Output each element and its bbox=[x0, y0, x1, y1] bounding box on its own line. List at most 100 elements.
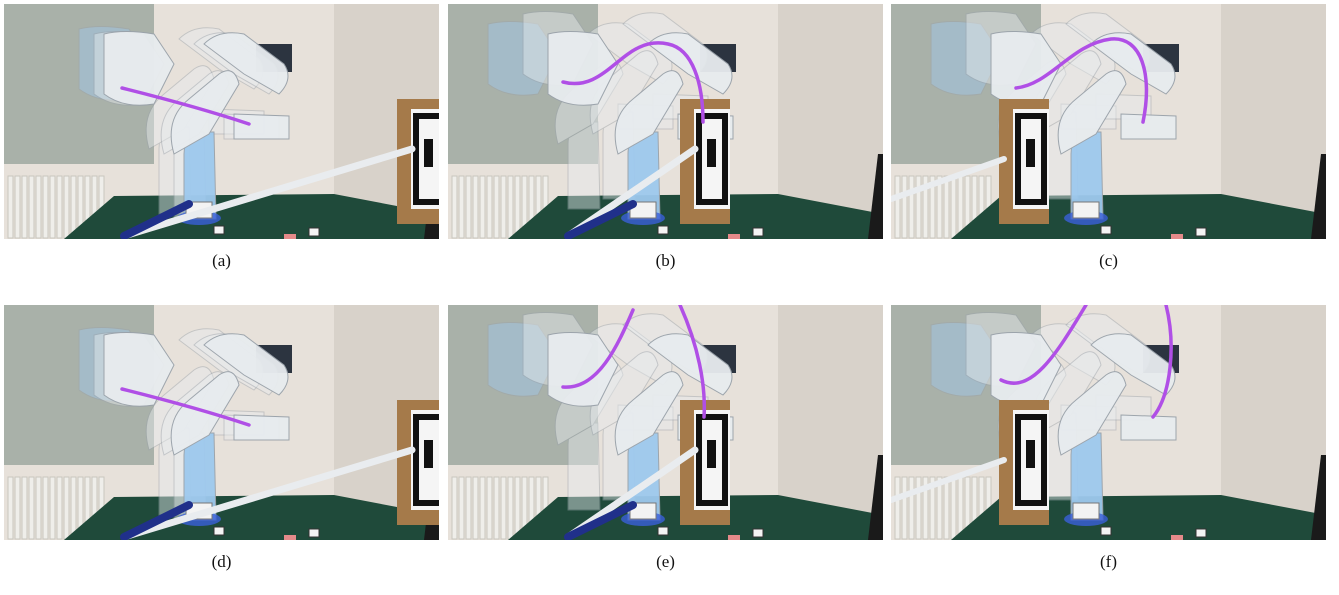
caption-f: (f) bbox=[1100, 552, 1117, 571]
radiator-fin bbox=[915, 476, 922, 540]
figure-row-bottom: (d) (e) (f) bbox=[4, 305, 1335, 595]
robot-link bbox=[1090, 32, 1176, 95]
radiator-fin bbox=[493, 175, 500, 239]
radiator-fin bbox=[70, 476, 77, 540]
robot-photo-e bbox=[448, 305, 883, 540]
table-marker bbox=[308, 528, 320, 538]
robot-link bbox=[589, 351, 659, 436]
aruco-pattern bbox=[413, 414, 439, 506]
radiator-fin bbox=[70, 175, 77, 239]
radiator-fin bbox=[929, 476, 936, 540]
radiator-fin bbox=[479, 175, 486, 239]
radiator-fin bbox=[936, 476, 943, 540]
table-marker bbox=[752, 528, 764, 538]
table-marker bbox=[1195, 227, 1207, 237]
robot-base bbox=[1072, 502, 1100, 520]
radiator-fin bbox=[49, 175, 56, 239]
radiator-fin bbox=[458, 175, 465, 239]
robot-link bbox=[233, 414, 290, 441]
radiator-fin bbox=[950, 476, 957, 540]
table-marker bbox=[1195, 528, 1207, 538]
robot-photo-d bbox=[4, 305, 439, 540]
tripod-stand bbox=[1311, 154, 1326, 239]
radiator-fin bbox=[21, 476, 28, 540]
aruco-pattern bbox=[1026, 440, 1035, 468]
robot-photo-a bbox=[4, 4, 439, 239]
table-marker bbox=[213, 526, 225, 536]
pointer-pole bbox=[891, 457, 1007, 503]
tripod-stand bbox=[1311, 455, 1326, 540]
robot-arm-pose bbox=[990, 332, 1177, 521]
radiator-fin bbox=[21, 175, 28, 239]
radiator bbox=[7, 175, 105, 239]
trajectory-curve bbox=[561, 41, 705, 124]
table-marker bbox=[1100, 526, 1112, 536]
radiator-fin bbox=[42, 476, 49, 540]
radiator-fin bbox=[894, 175, 901, 239]
table-marker bbox=[657, 526, 669, 536]
radiator-fin bbox=[7, 476, 14, 540]
robot-link bbox=[170, 70, 240, 155]
radiator-fin bbox=[56, 476, 63, 540]
radiator-fin bbox=[915, 175, 922, 239]
radiator-fin bbox=[908, 175, 915, 239]
radiator bbox=[894, 476, 992, 540]
radiator-fin bbox=[56, 175, 63, 239]
robot-link bbox=[233, 113, 290, 140]
radiator-fin bbox=[957, 476, 964, 540]
table-marker bbox=[213, 225, 225, 235]
aruco-pattern bbox=[696, 414, 728, 506]
table-marker bbox=[308, 227, 320, 237]
radiator-fin bbox=[514, 476, 521, 540]
pointer-pole-grip bbox=[564, 501, 637, 540]
radiator-fin bbox=[486, 175, 493, 239]
pointer-pole bbox=[120, 145, 416, 239]
robot-link bbox=[547, 31, 619, 106]
radiator-fin bbox=[957, 175, 964, 239]
radiator-fin bbox=[479, 476, 486, 540]
radiator-fin bbox=[486, 476, 493, 540]
aruco-pattern bbox=[707, 440, 716, 468]
robot-link bbox=[589, 50, 659, 135]
radiator-fin bbox=[42, 175, 49, 239]
radiator-fin bbox=[908, 476, 915, 540]
radiator-fin bbox=[514, 175, 521, 239]
table-marker bbox=[657, 225, 669, 235]
robot-link bbox=[203, 333, 289, 396]
pointer-pole-grip bbox=[120, 501, 193, 540]
radiator-fin bbox=[63, 476, 70, 540]
radiator-fin bbox=[472, 175, 479, 239]
robot-base bbox=[629, 502, 657, 520]
radiator-fin bbox=[901, 476, 908, 540]
radiator-fin bbox=[28, 476, 35, 540]
caption-d: (d) bbox=[211, 552, 232, 571]
table-card bbox=[728, 535, 740, 540]
robot-arm-pose bbox=[103, 332, 290, 521]
aruco-pattern bbox=[424, 139, 433, 167]
radiator-fin bbox=[901, 175, 908, 239]
radiator-fin bbox=[451, 476, 458, 540]
aruco-pattern bbox=[1015, 414, 1047, 506]
robot-base bbox=[1072, 201, 1100, 219]
radiator-fin bbox=[922, 175, 929, 239]
aruco-pattern bbox=[696, 113, 728, 205]
table-card bbox=[1171, 234, 1183, 239]
radiator-fin bbox=[936, 175, 943, 239]
robot-link bbox=[1057, 70, 1127, 155]
robot-link bbox=[567, 422, 601, 511]
robot-photo-b bbox=[448, 4, 883, 239]
aruco-pattern bbox=[424, 440, 433, 468]
pointer-pole-grip bbox=[120, 200, 193, 239]
aruco-pattern bbox=[707, 139, 716, 167]
radiator-fin bbox=[943, 175, 950, 239]
radiator-fin bbox=[894, 476, 901, 540]
robot-photo-c bbox=[891, 4, 1326, 239]
robot-link bbox=[614, 371, 684, 456]
radiator-fin bbox=[465, 476, 472, 540]
robot-arm-pose bbox=[990, 31, 1177, 220]
trajectory-curve bbox=[561, 305, 707, 419]
radiator-fin bbox=[943, 476, 950, 540]
radiator-fin bbox=[507, 175, 514, 239]
caption-b: (b) bbox=[655, 251, 676, 270]
robot-link bbox=[1120, 113, 1177, 140]
